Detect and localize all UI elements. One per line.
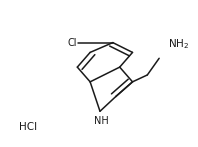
Text: Cl: Cl (68, 38, 77, 48)
Text: NH: NH (94, 116, 108, 126)
Text: HCl: HCl (19, 122, 37, 132)
Text: NH$_2$: NH$_2$ (168, 38, 189, 51)
